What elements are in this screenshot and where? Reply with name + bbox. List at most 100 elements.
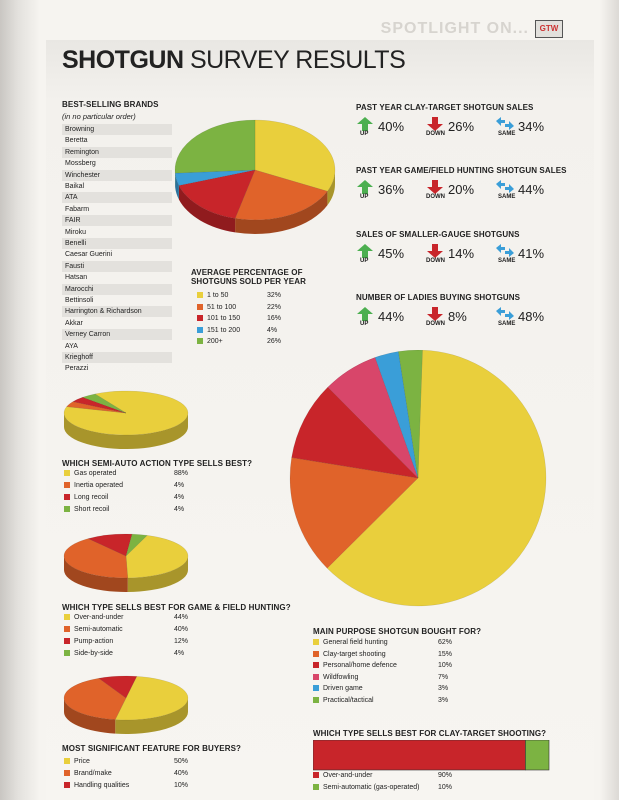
legend-swatch	[313, 696, 319, 703]
legend-swatch	[197, 326, 203, 333]
page-title: SHOTGUN SURVEY RESULTS	[62, 46, 406, 75]
trend-up-value: 45%	[378, 246, 405, 261]
trend-title: PAST YEAR GAME/FIELD HUNTING SHOTGUN SAL…	[356, 166, 567, 175]
legend-swatch	[64, 626, 70, 633]
brand-item: Krieghoff	[62, 352, 172, 363]
arrow-shape	[357, 180, 373, 194]
brand-item: Harrington & Richardson	[62, 306, 172, 318]
legend-row: 1 to 50 32%	[197, 291, 307, 301]
brand-item: Beretta	[65, 137, 88, 145]
pie-slice-4	[374, 351, 419, 479]
title-bold: SHOTGUN	[62, 46, 184, 74]
trend-same-value: 48%	[518, 309, 545, 324]
brand-item: Perazzi	[65, 365, 89, 373]
brand-item: Fausti	[62, 260, 172, 272]
pie-slice-1	[234, 169, 328, 221]
brand-item: Fabarm	[65, 205, 90, 213]
legend-label: Inertia operated	[74, 482, 124, 489]
legend-row: Price 50%	[64, 757, 214, 767]
pie-slice-0	[125, 535, 189, 579]
trend-down-value: 20%	[448, 182, 475, 197]
legend-row: 200+ 26%	[197, 337, 307, 347]
trend-down-value: 14%	[448, 246, 475, 261]
legend-row: Inertia operated 4%	[64, 481, 214, 491]
legend-value: 40%	[174, 770, 189, 777]
legend-label: General field hunting	[323, 639, 388, 646]
trend-down-label: DOWN	[426, 131, 445, 137]
arrow-shape	[357, 117, 373, 131]
legend-row: Clay-target shooting 15%	[313, 650, 478, 660]
legend-value: 90%	[438, 772, 453, 779]
legend-swatch	[64, 506, 70, 513]
pie-slice-1	[66, 401, 127, 414]
arrow-shape	[357, 307, 373, 321]
arrow-shape	[427, 117, 443, 131]
trend-same-label: SAME	[498, 131, 516, 137]
legend-value: 12%	[174, 638, 189, 645]
legend-value: 40%	[174, 626, 189, 633]
legend-label: Long recoil	[74, 494, 109, 501]
legend-label: Semi-automatic	[74, 626, 123, 633]
brand-item: ATA	[62, 192, 172, 204]
brand-item: Miroku	[65, 228, 87, 236]
legend-row: Wildfowling 7%	[313, 673, 478, 683]
trend-title: SALES OF SMALLER-GAUGE SHOTGUNS	[356, 230, 520, 239]
pie-side-1	[235, 191, 328, 234]
trend-up-value: 44%	[378, 309, 405, 324]
arrow-shape	[427, 307, 443, 321]
legend-label: Brand/make	[74, 770, 112, 777]
legend-label: Price	[74, 758, 90, 765]
legend-swatch	[313, 650, 319, 657]
legend-label: 51 to 100	[207, 303, 237, 311]
legend-value: 3%	[438, 696, 449, 704]
legend-swatch	[64, 482, 70, 489]
pie-slice-0	[254, 119, 336, 192]
pie-slice-3	[125, 533, 148, 557]
trend-up-label: UP	[360, 131, 369, 137]
legend-swatch	[313, 662, 319, 669]
pie-slice-1	[289, 457, 419, 569]
legend-label: Side-by-side	[74, 650, 113, 657]
legend-row: Pump-action 12%	[64, 637, 214, 647]
legend-value: 4%	[174, 494, 185, 501]
trend-down-value: 8%	[448, 309, 467, 324]
brand-item: Marocchi	[62, 283, 172, 295]
legend-swatch	[313, 673, 319, 680]
brand-item: Caesar Guerini	[65, 251, 113, 259]
arrows-same-icon	[496, 180, 514, 194]
legend-label: Semi-automatic (gas-operated)	[323, 783, 420, 791]
legend-value: 16%	[267, 315, 282, 322]
legend-value: 22%	[267, 303, 282, 311]
brand-item: Verney Carron	[62, 329, 172, 341]
magazine-badge: GTW	[535, 20, 563, 38]
pie-slice-5	[398, 350, 423, 479]
trend-up-value: 36%	[378, 182, 405, 197]
legend-value: 10%	[438, 783, 453, 791]
legend-row: Gas operated 88%	[64, 469, 214, 479]
bar-title: WHICH TYPE SELLS BEST FOR CLAY-TARGET SH…	[313, 729, 547, 738]
legend-label: Wildfowling	[323, 673, 359, 681]
legend-swatch	[197, 338, 203, 345]
trend-title: NUMBER OF LADIES BUYING SHOTGUNS	[356, 293, 521, 302]
trend-title: PAST YEAR CLAY-TARGET SHOTGUN SALES	[356, 103, 534, 112]
legend-swatch	[197, 292, 203, 299]
legend-row: 51 to 100 22%	[197, 303, 307, 313]
pie-side-0	[127, 556, 188, 592]
legend-swatch	[64, 494, 70, 501]
legend-value: 4%	[267, 326, 278, 334]
legend-row: Over-and-under 90%	[313, 771, 478, 781]
legend-label: Over-and-under	[74, 614, 124, 621]
legend-value: 26%	[267, 338, 282, 345]
pie-slice-2	[178, 169, 256, 219]
legend-row: Side-by-side 4%	[64, 649, 214, 659]
trend-same-value: 44%	[518, 182, 545, 197]
pie-side-0	[327, 170, 335, 206]
arrow-shape	[496, 307, 514, 320]
legend-row: Long recoil 4%	[64, 493, 214, 503]
legend-row: Semi-automatic 40%	[64, 625, 214, 635]
pie-slice-0	[326, 350, 547, 607]
legend-value: 7%	[438, 673, 449, 681]
arrow-down-icon	[426, 307, 444, 321]
legend-swatch	[64, 782, 70, 789]
pie-side-3	[175, 173, 179, 200]
